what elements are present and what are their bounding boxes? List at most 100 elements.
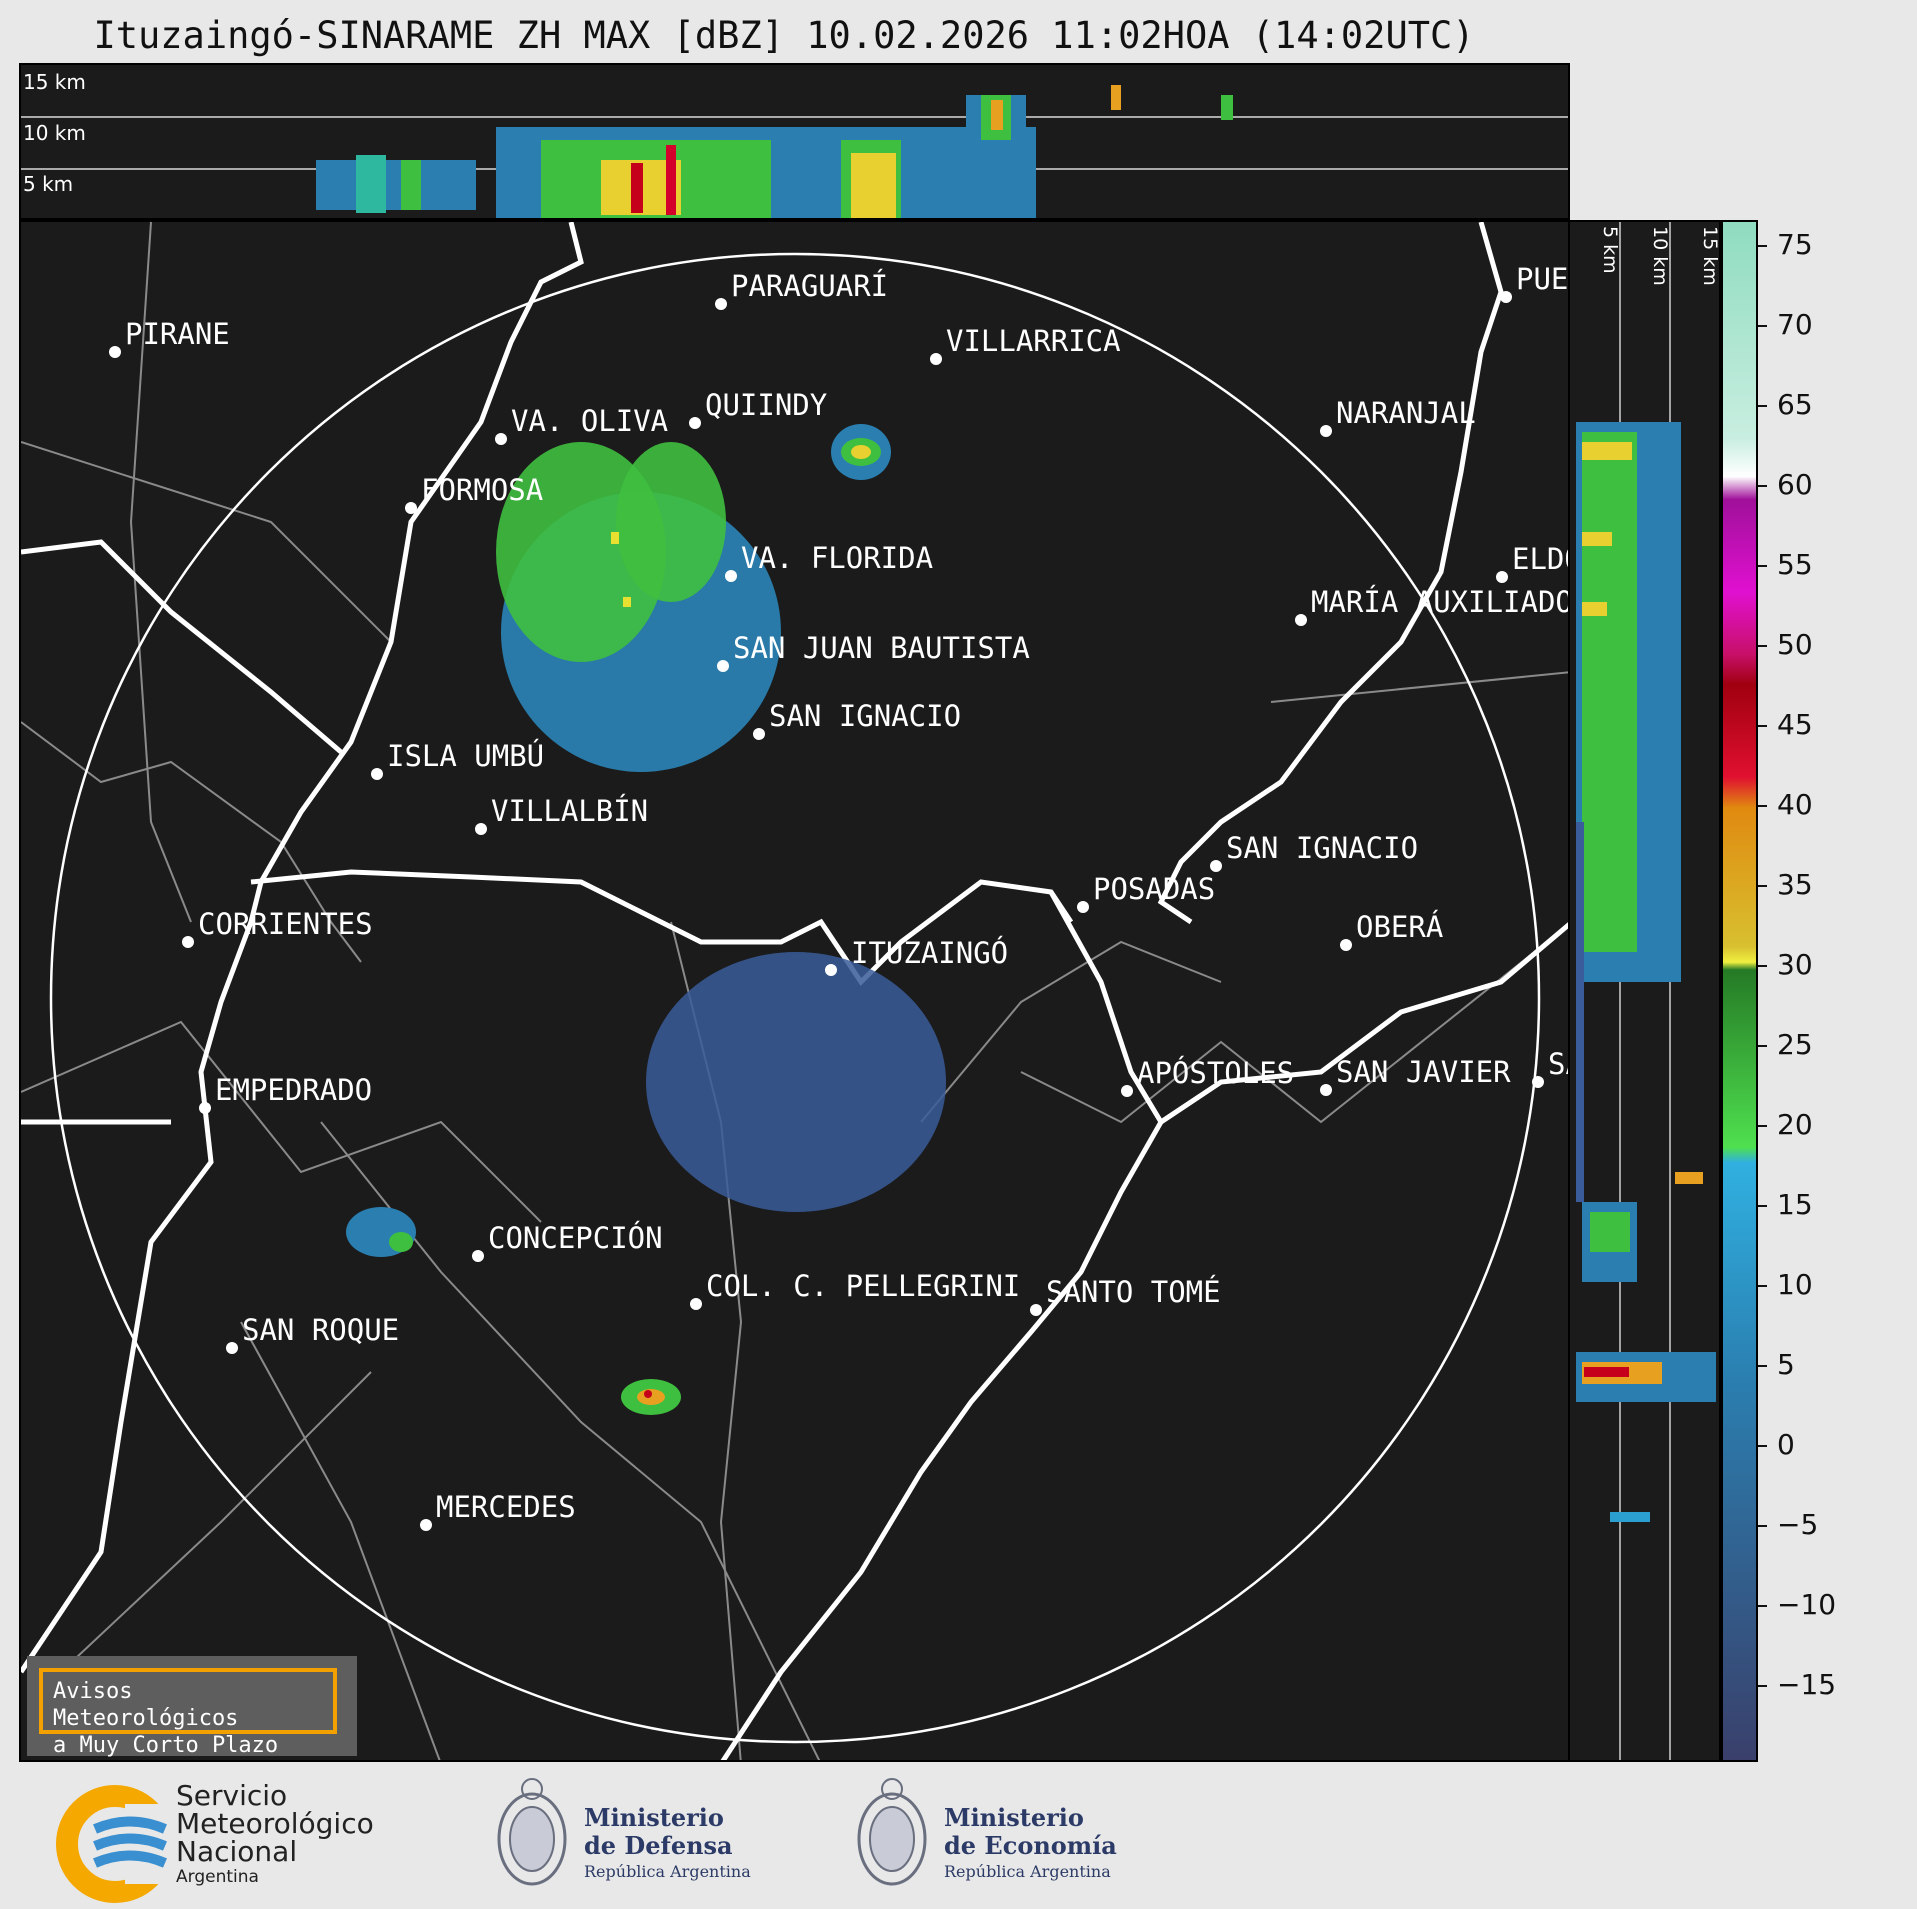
place-marker-dot [725, 570, 737, 582]
top-height-label-15: 15 km [23, 70, 86, 94]
radar-echoes [346, 424, 946, 1415]
place-marker-dot [717, 660, 729, 672]
top-height-label-10: 10 km [23, 121, 86, 145]
colorbar-tick: 75 [1758, 228, 1813, 261]
place-label: MERCEDES [436, 1490, 576, 1524]
warning-line-1: Avisos Meteorológicos [53, 1679, 239, 1731]
place-label: ISLA UMBÚ [387, 739, 544, 773]
place-marker-dot [690, 1298, 702, 1310]
radar-site-label: ITUZAINGÓ [851, 936, 1008, 970]
place-label: NARANJAL [1336, 396, 1476, 430]
colorbar-tick: 55 [1758, 548, 1813, 581]
place-marker-dot [495, 433, 507, 445]
top-cross-section-plot: 15 km 10 km 5 km [21, 70, 1568, 218]
place-marker-dot [371, 768, 383, 780]
smn-logo-icon [56, 1785, 185, 1903]
warning-box[interactable]: Avisos Meteorológicos a Muy Corto Plazo [27, 1656, 357, 1758]
place-marker-dot [475, 823, 487, 835]
defensa-line-2: de Defensa [584, 1831, 733, 1860]
place-label: VILLARRICA [946, 324, 1121, 358]
side-cross-section-plot: 5 km 10 km 15 km [1576, 222, 1719, 1760]
side-height-label-10: 10 km [1649, 226, 1671, 286]
place-label: EMPEDRADO [215, 1073, 372, 1107]
place-label: FORMOSA [421, 473, 543, 507]
place-label: POSADAS [1093, 872, 1215, 906]
side-echoes [1576, 422, 1716, 1522]
colorbar-tick: 0 [1758, 1428, 1795, 1461]
economia-line-3: República Argentina [944, 1862, 1111, 1881]
place-markers: PARAGUARÍ PIRANE VILLARRICA PUE VA. OLIVA QUI… [109, 262, 1570, 1531]
place-marker-dot [226, 1342, 238, 1354]
place-label: VA. OLIVA [511, 404, 668, 438]
radar-site-marker: ITUZAINGÓ [825, 936, 1008, 976]
place-marker-dot [930, 353, 942, 365]
colorbar-tick: 25 [1758, 1028, 1813, 1061]
place-label: CONCEPCIÓN [488, 1221, 663, 1255]
defensa-seal-icon [497, 1778, 567, 1886]
radar-site-dot [825, 964, 837, 976]
colorbar-tick: −10 [1758, 1588, 1836, 1621]
colorbar-tick: −15 [1758, 1668, 1836, 1701]
place-label: SAN JUAN BAUTISTA [733, 631, 1030, 665]
colorbar-tick: 5 [1758, 1348, 1795, 1381]
smn-logo-text: Servicio Meteorológico Nacional Argentin… [176, 1782, 374, 1888]
economia-line-2: de Economía [944, 1831, 1117, 1860]
place-label: CORRIENTES [198, 907, 373, 941]
colorbar-tick: 10 [1758, 1268, 1813, 1301]
place-marker-dot [1532, 1076, 1544, 1088]
place-marker-dot [1121, 1085, 1133, 1097]
place-label: SAN IGNACIO [1226, 831, 1418, 865]
colorbar-tick: 35 [1758, 868, 1813, 901]
radar-map-panel: PARAGUARÍ PIRANE VILLARRICA PUE VA. OLIVA QUI… [19, 220, 1570, 1762]
colorbar-tick: 65 [1758, 388, 1813, 421]
colorbar-tick: 50 [1758, 628, 1813, 661]
place-marker-dot [1496, 571, 1508, 583]
colorbar-tick: 70 [1758, 308, 1813, 341]
place-label: MARÍA AUXILIADOR [1311, 585, 1570, 619]
top-height-label-5: 5 km [23, 172, 73, 196]
place-marker-dot [1295, 614, 1307, 626]
radar-range-ring [49, 252, 1541, 1744]
place-label: SANTO TOMÉ [1046, 1275, 1221, 1309]
place-marker-dot [753, 728, 765, 740]
place-label: PARAGUARÍ [731, 269, 888, 303]
economia-logo-text: Ministerio de Economía [944, 1804, 1117, 1860]
colorbar-tick: 20 [1758, 1108, 1813, 1141]
place-marker-dot [1500, 291, 1512, 303]
smn-line-2: Meteorológico [176, 1807, 374, 1840]
smn-line-1: Servicio [176, 1779, 288, 1812]
place-marker-dot [1077, 901, 1089, 913]
place-marker-dot [420, 1519, 432, 1531]
top-cross-section-panel: 15 km 10 km 5 km [19, 63, 1570, 220]
place-label: SAN IGNACIO [769, 699, 961, 733]
defensa-line-1: Ministerio [584, 1803, 724, 1832]
place-label: QUIINDY [705, 388, 827, 422]
place-marker-dot [1320, 425, 1332, 437]
place-label: ELDO [1512, 542, 1570, 576]
place-label: PIRANE [125, 317, 230, 351]
economia-line-1: Ministerio [944, 1803, 1084, 1832]
place-label: PUE [1516, 262, 1568, 296]
colorbar-tick: 15 [1758, 1188, 1813, 1221]
place-marker-dot [715, 298, 727, 310]
place-marker-dot [1320, 1084, 1332, 1096]
smn-line-4: Argentina [176, 1867, 259, 1887]
place-label: APÓSTOLES [1137, 1056, 1294, 1090]
place-marker-dot [405, 502, 417, 514]
place-label: OBERÁ [1356, 910, 1443, 944]
colorbar-tick: −5 [1758, 1508, 1818, 1541]
place-label: SA [1548, 1047, 1570, 1081]
economia-seal-icon [857, 1778, 927, 1886]
radar-map: PARAGUARÍ PIRANE VILLARRICA PUE VA. OLIVA QUI… [21, 222, 1570, 1760]
colorbar-gradient [1723, 222, 1756, 1760]
country-borders [21, 222, 1568, 1760]
top-echoes [316, 85, 1233, 218]
colorbar-tick: 45 [1758, 708, 1813, 741]
place-marker-dot [109, 346, 121, 358]
colorbar-tick: 60 [1758, 468, 1813, 501]
place-marker-dot [1210, 860, 1222, 872]
place-marker-dot [199, 1102, 211, 1114]
place-marker-dot [182, 936, 194, 948]
colorbar-tick: 40 [1758, 788, 1813, 821]
place-marker-dot [1030, 1304, 1042, 1316]
